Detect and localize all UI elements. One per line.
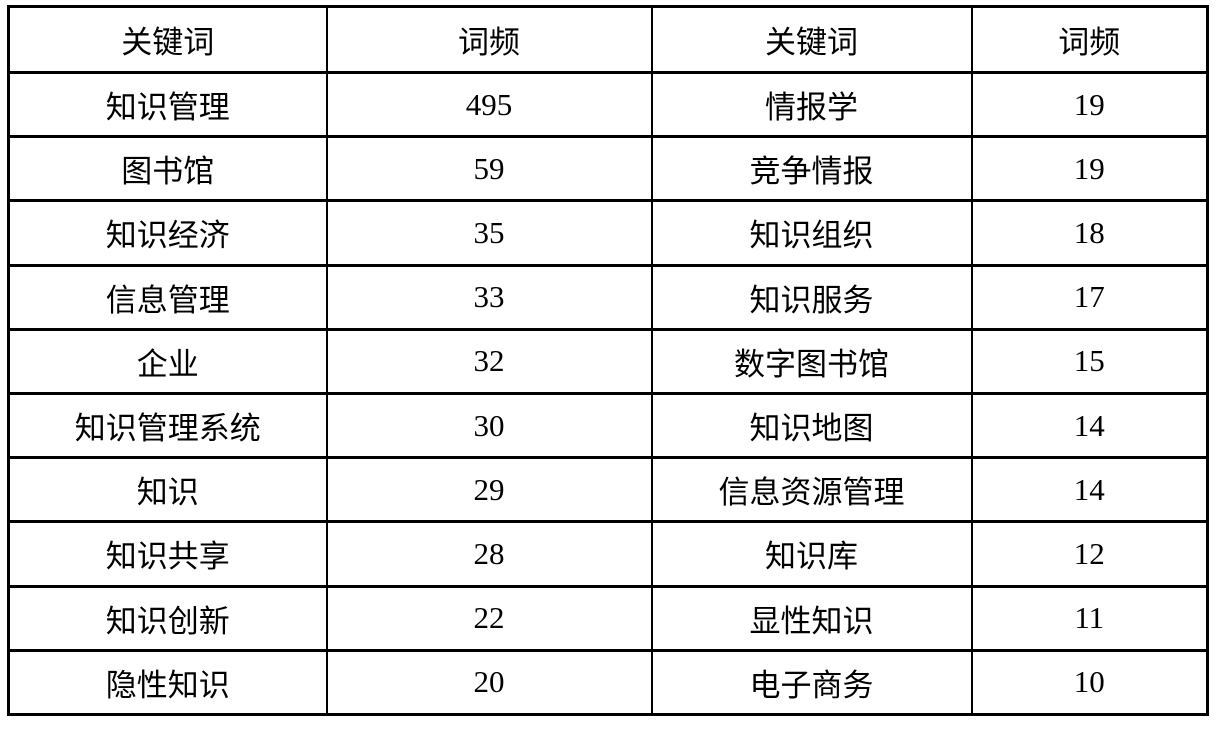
frequency-cell: 28 [325, 520, 653, 588]
frequency-cell: 11 [970, 584, 1209, 652]
keyword-cell: 显性知识 [650, 584, 973, 652]
frequency-cell: 12 [970, 520, 1209, 588]
table-row: 知识管理 495 情报学 19 [7, 70, 1209, 139]
keyword-cell: 情报学 [650, 70, 973, 139]
keyword-cell: 知识管理 [7, 70, 328, 139]
keyword-cell: 电子商务 [650, 648, 973, 717]
keyword-cell: 信息管理 [7, 263, 328, 331]
header-frequency-right: 词频 [970, 5, 1209, 74]
keyword-frequency-table: 关键词 词频 关键词 词频 知识管理 495 情报学 19 图书馆 59 竞争情… [7, 5, 1209, 717]
frequency-cell: 17 [970, 263, 1209, 331]
table-row: 图书馆 59 竞争情报 19 [7, 135, 1209, 203]
header-keyword-right: 关键词 [650, 5, 973, 74]
table-row: 知识管理系统 30 知识地图 14 [7, 391, 1209, 460]
keyword-cell: 知识创新 [7, 584, 328, 652]
table-row: 知识 29 信息资源管理 14 [7, 456, 1209, 524]
frequency-cell: 495 [325, 70, 653, 139]
keyword-cell: 知识管理系统 [7, 391, 328, 460]
keyword-cell: 企业 [7, 327, 328, 395]
frequency-cell: 19 [970, 135, 1209, 203]
frequency-cell: 59 [325, 135, 653, 203]
keyword-cell: 数字图书馆 [650, 327, 973, 395]
keyword-cell: 信息资源管理 [650, 456, 973, 524]
keyword-cell: 知识库 [650, 520, 973, 588]
table-row: 知识共享 28 知识库 12 [7, 520, 1209, 588]
frequency-cell: 35 [325, 199, 653, 267]
header-row: 关键词 词频 关键词 词频 [7, 5, 1209, 74]
table-row: 隐性知识 20 电子商务 10 [7, 648, 1209, 717]
header-keyword-left: 关键词 [7, 5, 328, 74]
keyword-cell: 知识 [7, 456, 328, 524]
table-row: 信息管理 33 知识服务 17 [7, 263, 1209, 331]
frequency-cell: 18 [970, 199, 1209, 267]
keyword-cell: 知识地图 [650, 391, 973, 460]
frequency-cell: 29 [325, 456, 653, 524]
frequency-cell: 14 [970, 391, 1209, 460]
frequency-cell: 15 [970, 327, 1209, 395]
keyword-cell: 知识经济 [7, 199, 328, 267]
keyword-cell: 竞争情报 [650, 135, 973, 203]
frequency-cell: 20 [325, 648, 653, 717]
table-row: 企业 32 数字图书馆 15 [7, 327, 1209, 395]
frequency-cell: 33 [325, 263, 653, 331]
keyword-cell: 知识服务 [650, 263, 973, 331]
frequency-cell: 14 [970, 456, 1209, 524]
frequency-cell: 10 [970, 648, 1209, 717]
keyword-cell: 知识共享 [7, 520, 328, 588]
header-frequency-left: 词频 [325, 5, 653, 74]
frequency-cell: 22 [325, 584, 653, 652]
frequency-cell: 19 [970, 70, 1209, 139]
table-row: 知识创新 22 显性知识 11 [7, 584, 1209, 652]
frequency-cell: 32 [325, 327, 653, 395]
frequency-cell: 30 [325, 391, 653, 460]
table-row: 知识经济 35 知识组织 18 [7, 199, 1209, 267]
keyword-cell: 隐性知识 [7, 648, 328, 717]
keyword-cell: 知识组织 [650, 199, 973, 267]
keyword-cell: 图书馆 [7, 135, 328, 203]
